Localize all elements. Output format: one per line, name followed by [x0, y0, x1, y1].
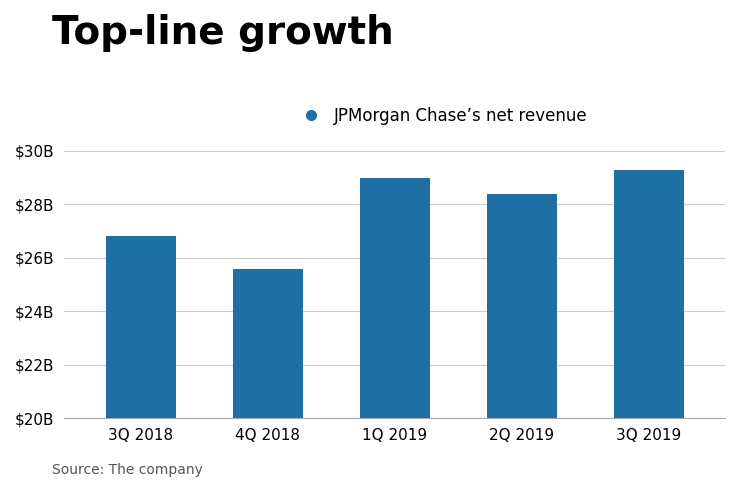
Bar: [360, 178, 430, 418]
Bar: [106, 237, 175, 418]
Legend: JPMorgan Chase’s net revenue: JPMorgan Chase’s net revenue: [287, 101, 594, 132]
Text: Top-line growth: Top-line growth: [52, 14, 394, 53]
Bar: [487, 194, 556, 418]
Bar: [614, 170, 684, 418]
Bar: [232, 268, 303, 418]
Text: Source: The company: Source: The company: [52, 463, 203, 477]
